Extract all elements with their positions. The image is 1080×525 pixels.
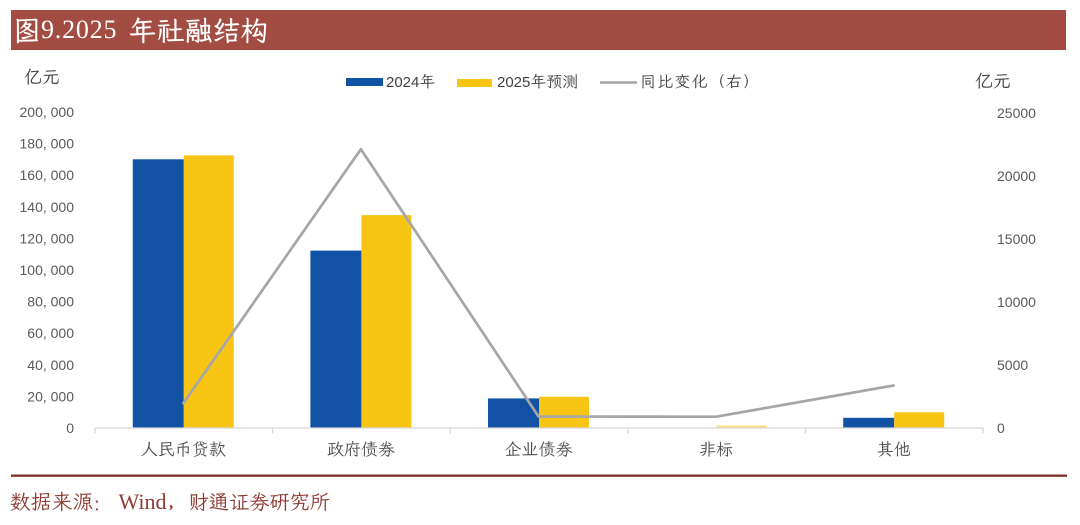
svg-text:5000: 5000 xyxy=(997,357,1028,373)
svg-text:100, 000: 100, 000 xyxy=(20,262,75,278)
svg-text:0: 0 xyxy=(997,420,1005,436)
svg-text:200, 000: 200, 000 xyxy=(20,104,75,120)
svg-text:9.2025: 9.2025 xyxy=(41,15,117,44)
svg-text:2025: 2025 xyxy=(497,74,530,91)
svg-text:0: 0 xyxy=(66,420,74,436)
svg-text:140, 000: 140, 000 xyxy=(20,199,75,215)
svg-text:120, 000: 120, 000 xyxy=(20,230,75,246)
svg-text:180, 000: 180, 000 xyxy=(20,136,75,152)
svg-text:20, 000: 20, 000 xyxy=(27,388,74,404)
svg-text:80, 000: 80, 000 xyxy=(27,294,74,310)
svg-text:10000: 10000 xyxy=(997,294,1036,310)
svg-text:20000: 20000 xyxy=(997,168,1036,184)
svg-text:40, 000: 40, 000 xyxy=(27,357,74,373)
svg-text:160, 000: 160, 000 xyxy=(20,167,75,183)
svg-text:25000: 25000 xyxy=(997,105,1036,121)
svg-text:15000: 15000 xyxy=(997,231,1036,247)
svg-text:2024: 2024 xyxy=(386,74,419,91)
svg-text:Wind: Wind xyxy=(119,489,167,514)
svg-text:60, 000: 60, 000 xyxy=(27,325,74,341)
